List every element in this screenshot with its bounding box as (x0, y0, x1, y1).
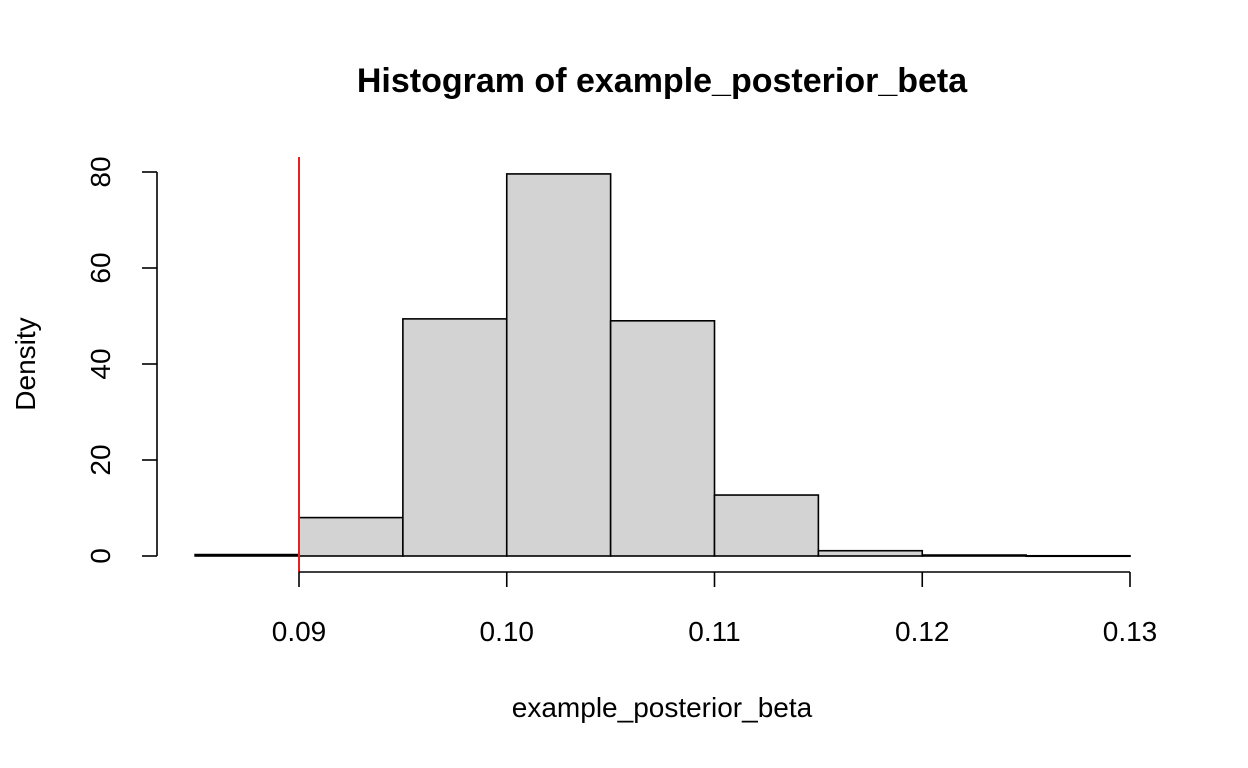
y-tick-label-4: 60 (85, 252, 116, 283)
histogram-bar-7 (817, 549, 924, 557)
x-axis: 0.09 0.10 0.11 0.12 0.13 (272, 571, 1158, 647)
y-tick-label-5: 80 (85, 156, 116, 187)
x-tick-label-4: 0.12 (895, 616, 950, 647)
histogram-bar-2 (298, 516, 404, 557)
histogram-bar-4 (505, 173, 612, 557)
histogram-bar-8 (921, 554, 1027, 557)
y-tick-label-3: 40 (85, 348, 116, 379)
y-axis: 0 20 40 60 80 (85, 156, 158, 564)
histogram-bars (194, 173, 1131, 558)
histogram-bar-1 (194, 553, 300, 557)
y-tick-label-1: 0 (85, 548, 116, 564)
chart-title: Histogram of example_posterior_beta (357, 62, 968, 100)
histogram-bar-5 (609, 319, 716, 557)
x-tick-label-2: 0.10 (480, 616, 535, 647)
x-axis-label: example_posterior_beta (512, 692, 813, 723)
histogram-bar-9 (1025, 554, 1131, 558)
x-tick-label-1: 0.09 (272, 616, 327, 647)
x-tick-label-5: 0.13 (1103, 616, 1158, 647)
y-tick-label-2: 20 (85, 444, 116, 475)
y-axis-label: Density (10, 317, 41, 410)
histogram-bar-6 (713, 494, 820, 557)
histogram-bar-3 (402, 318, 508, 557)
x-tick-label-3: 0.11 (688, 616, 740, 647)
